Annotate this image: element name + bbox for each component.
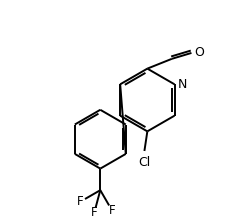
Text: Cl: Cl [138, 156, 150, 169]
Text: O: O [194, 46, 203, 59]
Text: F: F [90, 206, 97, 219]
Text: F: F [76, 195, 83, 208]
Text: N: N [177, 78, 186, 91]
Text: F: F [108, 204, 115, 217]
